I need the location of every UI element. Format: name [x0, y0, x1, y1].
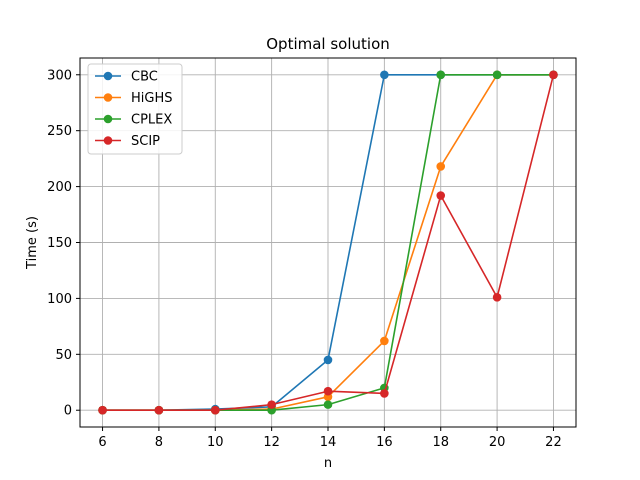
data-point — [323, 355, 333, 365]
legend-label: HiGHS — [131, 91, 173, 106]
x-tick-label: 14 — [320, 435, 337, 450]
data-point — [492, 292, 502, 302]
legend-marker — [103, 136, 113, 145]
data-point — [380, 336, 389, 346]
data-point — [323, 400, 333, 409]
data-point — [154, 405, 164, 415]
x-tick-label: 10 — [207, 435, 224, 450]
series-layer — [98, 70, 558, 415]
legend-marker — [103, 93, 113, 102]
legend-item-highs: HiGHS — [95, 91, 173, 106]
legend-marker — [103, 71, 113, 81]
y-tick-label: 100 — [47, 292, 72, 307]
x-tick-label: 18 — [432, 435, 449, 450]
grid-lines — [80, 58, 576, 427]
legend: CBC HiGHS CPLEX SCIP — [87, 63, 183, 155]
legend-item-scip: SCIP — [95, 134, 160, 149]
x-tick-label: 8 — [155, 435, 163, 450]
legend-label: CPLEX — [131, 113, 172, 128]
y-tick-label: 200 — [47, 180, 72, 195]
series-scip — [98, 70, 558, 415]
x-tick-label: 16 — [376, 435, 393, 450]
x-tick-label: 22 — [545, 435, 562, 450]
legend-item-cbc: CBC — [95, 70, 158, 85]
y-axis-ticks: 0 50 100 150 200 250 300 — [47, 68, 80, 419]
data-point — [380, 389, 389, 398]
data-point — [98, 405, 107, 415]
data-point — [492, 70, 502, 80]
data-point — [436, 162, 446, 171]
data-point — [210, 405, 220, 415]
data-point — [323, 386, 333, 396]
y-tick-label: 150 — [47, 236, 72, 251]
legend-marker — [103, 114, 113, 124]
data-point — [380, 70, 389, 80]
data-point — [549, 70, 558, 80]
x-tick-label: 12 — [263, 435, 280, 450]
x-tick-label: 20 — [489, 435, 506, 450]
y-axis-label: Time (s) — [25, 216, 40, 270]
y-tick-label: 0 — [64, 404, 72, 419]
legend-label: CBC — [131, 70, 158, 85]
data-point — [267, 400, 276, 409]
data-point — [436, 191, 446, 200]
x-axis-label: n — [324, 456, 332, 471]
legend-item-cplex: CPLEX — [95, 113, 172, 128]
y-tick-label: 300 — [47, 68, 72, 83]
legend-label: SCIP — [131, 134, 160, 149]
data-point — [436, 70, 446, 80]
y-tick-label: 50 — [55, 348, 72, 363]
x-tick-label: 6 — [98, 435, 106, 450]
x-axis-ticks: 6 8 10 12 14 16 18 20 22 — [98, 427, 562, 450]
y-tick-label: 250 — [47, 124, 72, 139]
legend-box — [87, 63, 183, 155]
chart-title: Optimal solution — [266, 35, 390, 53]
